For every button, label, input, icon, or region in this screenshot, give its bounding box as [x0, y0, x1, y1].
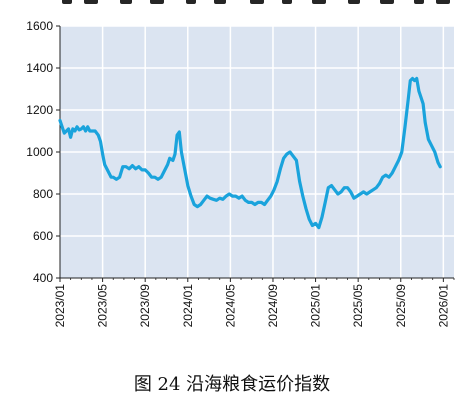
y-tick-label: 400 [33, 271, 53, 285]
x-tick-label: 2023/09 [138, 284, 152, 328]
x-tick-label: 2025/01 [309, 284, 323, 328]
x-tick-label: 2023/05 [96, 284, 110, 328]
x-axis-ticks: 2023/01 2023/05 2023/09 2024/01 2024/05 2024/… [53, 278, 455, 328]
x-tick-label: 2025/05 [351, 284, 365, 328]
x-tick-label: 2024/01 [181, 284, 195, 328]
y-tick-label: 600 [33, 229, 53, 243]
x-tick-label: 2026/01 [436, 284, 450, 328]
y-tick-label: 800 [33, 187, 53, 201]
line-chart: 400 600 800 1000 1200 1400 1600 2023/01 2023/05… [26, 19, 455, 328]
series-line [58, 76, 442, 230]
clipped-header-text [0, 0, 464, 8]
figure-caption: 图 24 沿海粮食运价指数 [133, 374, 331, 395]
x-tick-label: 2024/09 [266, 284, 280, 328]
y-axis-ticks: 400 600 800 1000 1200 1400 1600 [26, 19, 60, 285]
x-tick-label: 2023/01 [53, 284, 67, 328]
y-tick-label: 1600 [26, 19, 53, 33]
x-tick-label: 2025/09 [394, 284, 408, 328]
series-group [58, 76, 442, 230]
y-tick-label: 1400 [26, 61, 53, 75]
y-tick-label: 1200 [26, 103, 53, 117]
x-tick-label: 2024/05 [223, 284, 237, 328]
y-tick-label: 1000 [26, 145, 53, 159]
